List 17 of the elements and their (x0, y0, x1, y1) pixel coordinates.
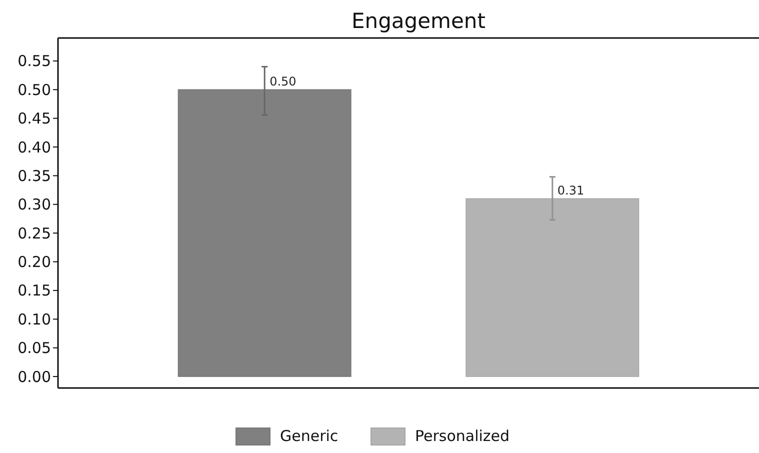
y-tick-label: 0.25 (18, 224, 51, 242)
legend-label: Personalized (415, 427, 510, 445)
y-tick-label: 0.10 (18, 310, 51, 328)
y-tick-label: 0.40 (18, 138, 51, 156)
legend-label: Generic (280, 427, 338, 445)
y-tick-label: 0.50 (18, 80, 51, 99)
y-tick-label: 0.30 (18, 196, 51, 214)
y-tick-label: 0.00 (18, 368, 51, 386)
data-label: 0.50 (270, 74, 296, 89)
y-tick-label: 0.55 (18, 52, 51, 70)
chart-title: Engagement (352, 9, 486, 33)
y-tick-label: 0.15 (18, 282, 51, 300)
y-tick-label: 0.05 (18, 339, 51, 358)
y-tick-label: 0.45 (18, 110, 51, 128)
data-label: 0.31 (557, 184, 584, 198)
y-tick-label: 0.20 (18, 253, 51, 272)
y-tick-label: 0.35 (18, 166, 51, 185)
